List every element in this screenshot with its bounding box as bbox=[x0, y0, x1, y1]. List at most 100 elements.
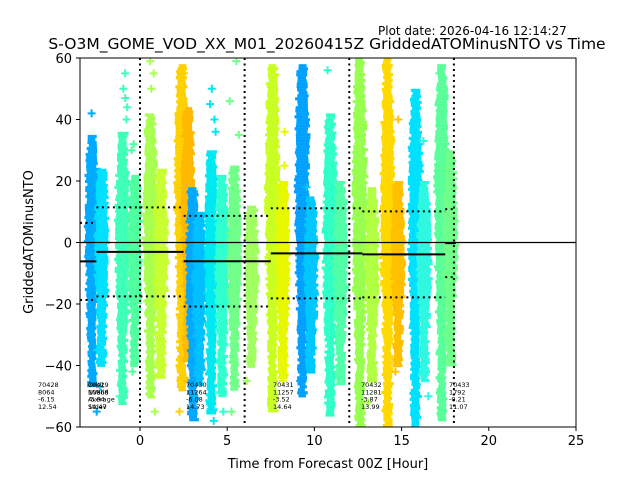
scatter-point bbox=[268, 391, 278, 395]
scatter-point bbox=[418, 238, 432, 242]
scatter-point bbox=[176, 280, 187, 284]
scatter-point bbox=[332, 271, 348, 275]
scatter-point bbox=[296, 196, 310, 200]
scatter-point bbox=[393, 325, 404, 329]
scatter-point bbox=[324, 239, 338, 243]
scatter-point bbox=[216, 183, 228, 187]
scatter-point bbox=[191, 280, 207, 284]
scatter-point bbox=[280, 343, 288, 347]
scatter-point bbox=[87, 353, 96, 358]
scatter-point bbox=[268, 64, 277, 68]
scatter-point bbox=[417, 205, 430, 209]
scatter-point bbox=[217, 198, 228, 202]
scatter-point bbox=[443, 204, 457, 208]
scatter-point bbox=[118, 149, 128, 153]
scatter-point bbox=[412, 91, 421, 95]
scatter-point bbox=[303, 244, 317, 248]
scatter-point bbox=[207, 378, 216, 382]
scatter-point bbox=[335, 328, 344, 332]
scatter-point bbox=[118, 386, 128, 390]
outlier-point bbox=[149, 69, 158, 78]
outlier-point bbox=[87, 195, 96, 204]
scatter-point bbox=[191, 274, 207, 278]
scatter-point bbox=[155, 294, 167, 298]
scatter-point bbox=[326, 398, 335, 402]
scatter-point bbox=[265, 226, 281, 230]
scatter-point bbox=[298, 349, 307, 353]
scatter-point bbox=[297, 358, 306, 362]
y-tick-label: 0 bbox=[64, 237, 72, 252]
scatter-point bbox=[392, 346, 403, 350]
scatter-point bbox=[332, 250, 349, 254]
scatter-point bbox=[324, 164, 337, 168]
scatter-point bbox=[392, 190, 404, 194]
scatter-point bbox=[436, 274, 448, 278]
scatter-point bbox=[296, 157, 309, 161]
scatter-point bbox=[205, 243, 218, 247]
scatter-point bbox=[323, 215, 338, 219]
scatter-point bbox=[96, 285, 108, 289]
scatter-point bbox=[325, 344, 334, 348]
scatter-point bbox=[207, 375, 216, 379]
scatter-point bbox=[156, 195, 167, 199]
scatter-point bbox=[145, 380, 155, 384]
scatter-point bbox=[129, 207, 142, 211]
scatter-point bbox=[153, 258, 169, 262]
scatter-point bbox=[297, 292, 307, 296]
scatter-point bbox=[410, 337, 420, 341]
scatter-strip bbox=[242, 205, 260, 385]
scatter-point bbox=[94, 237, 109, 241]
scatter-point bbox=[117, 329, 128, 333]
scatter-point bbox=[204, 231, 218, 235]
scatter-point bbox=[321, 260, 337, 264]
scatter-point bbox=[181, 224, 194, 228]
scatter-point bbox=[394, 328, 405, 332]
scatter-point bbox=[409, 316, 422, 320]
scatter-point bbox=[145, 161, 158, 165]
scatter-point bbox=[353, 235, 368, 239]
scatter-point bbox=[189, 370, 199, 374]
scatter-point bbox=[434, 223, 448, 227]
scatter-point bbox=[116, 179, 131, 183]
scatter-point bbox=[266, 118, 279, 122]
scatter-point bbox=[244, 301, 257, 305]
scatter-point bbox=[333, 301, 347, 305]
scatter-point bbox=[408, 250, 423, 254]
scatter-point bbox=[355, 376, 365, 380]
scatter-point bbox=[193, 286, 206, 290]
scatter-point bbox=[354, 274, 367, 278]
scatter-point bbox=[380, 190, 396, 194]
scatter-point bbox=[215, 249, 230, 253]
scatter-point bbox=[296, 274, 307, 278]
scatter-point bbox=[181, 116, 194, 120]
scatter-point bbox=[214, 321, 228, 326]
scatter-point bbox=[435, 298, 448, 302]
scatter-point bbox=[96, 291, 109, 295]
scatter-point bbox=[297, 319, 307, 323]
outlier-point bbox=[180, 69, 188, 78]
scatter-point bbox=[418, 193, 429, 197]
scatter-point bbox=[85, 158, 98, 163]
scatter-point bbox=[265, 106, 279, 110]
scatter-point bbox=[194, 358, 206, 362]
scatter-point bbox=[381, 322, 394, 326]
outlier-point bbox=[323, 66, 332, 75]
scatter-point bbox=[267, 349, 277, 353]
scatter-point bbox=[186, 226, 198, 230]
scatter-point bbox=[144, 170, 156, 174]
scatter-point bbox=[87, 338, 97, 343]
scatter-point bbox=[145, 308, 157, 312]
scatter-point bbox=[265, 178, 281, 182]
scatter-point bbox=[419, 310, 429, 314]
scatter-point bbox=[229, 381, 239, 385]
outlier-point bbox=[435, 69, 444, 78]
scatter-point bbox=[445, 303, 455, 307]
scatter-point bbox=[365, 295, 378, 299]
scatter-point bbox=[293, 184, 309, 188]
scatter-point bbox=[391, 265, 406, 269]
scatter-point bbox=[409, 235, 421, 239]
scatter-point bbox=[88, 344, 97, 349]
scatter-point bbox=[146, 305, 156, 309]
scatter-point bbox=[97, 303, 108, 307]
scatter-point bbox=[94, 276, 108, 280]
